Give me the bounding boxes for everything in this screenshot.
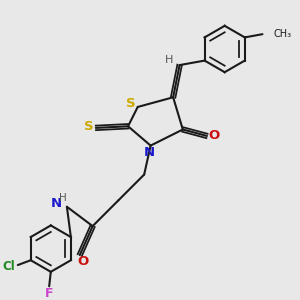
Text: N: N: [51, 197, 62, 210]
Text: Cl: Cl: [2, 260, 15, 273]
Text: F: F: [45, 287, 53, 300]
Text: S: S: [84, 120, 94, 133]
Text: H: H: [59, 193, 67, 203]
Text: CH₃: CH₃: [274, 28, 292, 38]
Text: N: N: [143, 146, 155, 159]
Text: O: O: [77, 255, 88, 268]
Text: H: H: [165, 55, 173, 65]
Text: O: O: [208, 129, 220, 142]
Text: S: S: [126, 97, 136, 110]
